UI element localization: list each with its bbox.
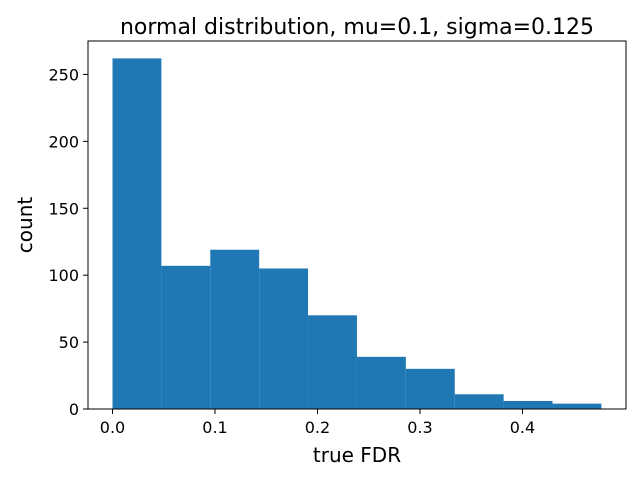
chart-title: normal distribution, mu=0.1, sigma=0.125 [120, 15, 594, 40]
histogram-bar [405, 368, 455, 409]
histogram-bar [454, 394, 504, 409]
histogram-bar [503, 400, 553, 409]
y-tick-label: 50 [59, 333, 79, 352]
histogram-bar [552, 403, 602, 409]
x-tick-label: 0.3 [407, 418, 432, 437]
x-axis-label: true FDR [313, 443, 401, 467]
x-tick-label: 0.4 [510, 418, 535, 437]
x-tick-label: 0.0 [100, 418, 125, 437]
plot-frame [87, 40, 627, 410]
histogram-bar [308, 315, 357, 409]
histogram-bar [210, 249, 260, 409]
histogram-bar [356, 356, 406, 409]
y-axis-label: count [13, 197, 37, 254]
y-tick-label: 100 [48, 266, 79, 285]
x-tick-label: 0.2 [305, 418, 330, 437]
y-axis-ticks: 0 50 100 150 200 250 [48, 65, 88, 419]
y-tick-label: 200 [48, 132, 79, 151]
histogram-bar [161, 265, 211, 409]
y-tick-label: 250 [48, 65, 79, 84]
y-tick-label: 150 [48, 199, 79, 218]
x-axis-ticks: 0.0 0.1 0.2 0.3 0.4 [100, 409, 535, 437]
x-tick-label: 0.1 [202, 418, 227, 437]
y-tick-label: 0 [69, 400, 79, 419]
histogram-bar [112, 58, 162, 409]
bars-group [112, 58, 602, 409]
histogram-bar [259, 268, 309, 409]
